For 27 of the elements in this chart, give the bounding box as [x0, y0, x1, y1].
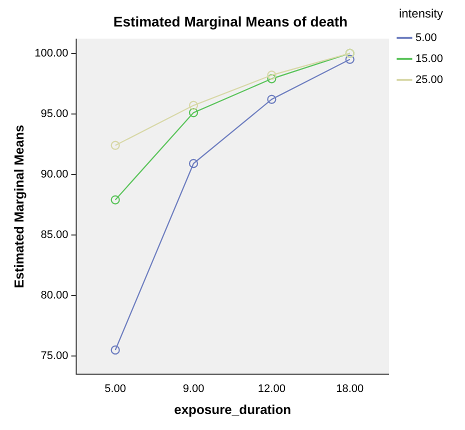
y-tick-label: 85.00: [40, 228, 68, 241]
point: [267, 70, 276, 80]
point: [267, 74, 276, 84]
legend-label: 25.00: [415, 74, 444, 86]
point: [110, 140, 120, 150]
y-tick-label: 90.00: [40, 168, 68, 180]
y-axis-title: Estimated Marginal Means: [11, 124, 26, 288]
x-tick-label: 9.00: [182, 382, 204, 395]
y-tick-label: 75.00: [40, 350, 68, 362]
point: [188, 158, 198, 168]
y-tick-label: 80.00: [40, 290, 68, 302]
y-tick-label: 100.00: [34, 47, 68, 60]
legend-label: 15.00: [415, 52, 444, 65]
y-tick-label: 95.00: [40, 108, 68, 120]
chart-title: Estimated Marginal Means of death: [113, 13, 348, 30]
x-tick-label: 5.00: [104, 382, 126, 395]
legend-label: 5.00: [415, 32, 437, 44]
x-tick-label: 18.00: [336, 382, 364, 395]
point: [110, 345, 120, 355]
x-axis-title: exposure_duration: [174, 402, 292, 417]
point: [267, 94, 276, 104]
point: [188, 108, 198, 118]
point: [188, 100, 198, 110]
point: [110, 195, 120, 204]
legend-title: intensity: [398, 6, 443, 20]
point: [345, 54, 354, 64]
x-tick-label: 12.00: [258, 382, 286, 395]
